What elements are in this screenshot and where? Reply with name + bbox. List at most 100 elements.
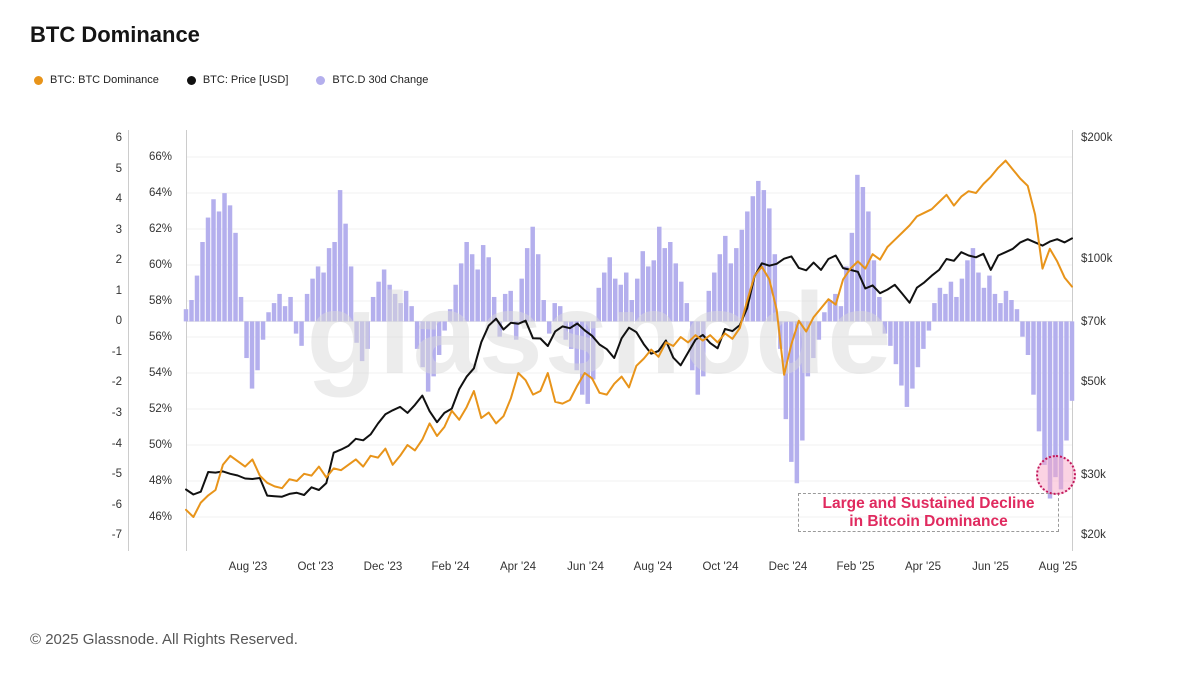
price-axis-tick: $50k (1081, 376, 1106, 388)
change-bar (299, 321, 304, 346)
dominance-axis-tick: 54% (148, 367, 172, 379)
change-bar (227, 205, 233, 322)
change-bar (866, 211, 871, 322)
legend-item-1[interactable]: BTC: Price [USD] (186, 74, 289, 86)
x-axis-tick: Jun '24 (567, 561, 604, 573)
change-bar (805, 321, 811, 377)
x-axis-tick: Feb '25 (836, 561, 875, 573)
price-axis-tick: $30k (1081, 469, 1106, 481)
change-bar (965, 260, 970, 322)
change-bar (381, 269, 387, 322)
x-axis-tick: Apr '25 (904, 561, 942, 573)
change-axis-tick: -5 (111, 468, 122, 481)
change-bar (756, 180, 761, 322)
change-bar (745, 211, 750, 322)
change-bar (315, 266, 321, 322)
change-bar (205, 217, 211, 322)
change-bar (442, 321, 447, 331)
change-bar (376, 281, 381, 322)
change-bar (959, 278, 965, 322)
x-axis-tick: Aug '25 (1038, 561, 1078, 573)
change-bar (1020, 321, 1025, 337)
change-axis-tick: -1 (111, 345, 122, 358)
annotation-callout-box (798, 493, 1059, 532)
change-bar (679, 281, 684, 322)
change-bar (772, 254, 778, 322)
change-bar (216, 211, 222, 322)
change-bar (222, 193, 227, 322)
change-bar (849, 232, 855, 322)
change-bar (354, 321, 359, 343)
change-bar (343, 223, 348, 322)
change-axis-tick: 5 (115, 162, 122, 175)
legend-label: BTC: Price [USD] (202, 74, 289, 86)
change-bar (244, 321, 249, 359)
x-axis-tick: Feb '24 (431, 561, 470, 573)
annotation-line1: Large and Sustained Decline (822, 495, 1035, 512)
legend-item-2[interactable]: BTC.D 30d Change (316, 74, 428, 86)
btc-btc-dominance-line (185, 159, 1073, 518)
change-bar (431, 321, 436, 377)
dominance-axis-tick: 58% (148, 295, 172, 307)
change-bar (932, 303, 937, 322)
change-bar (326, 248, 332, 322)
change-bar (888, 321, 893, 346)
change-bar (557, 306, 563, 322)
change-bar (194, 275, 200, 322)
change-bar (288, 296, 293, 322)
x-axis-tick: Apr '24 (499, 561, 537, 573)
legend-dot-icon (316, 75, 326, 85)
change-bar (255, 321, 260, 371)
change-bar (816, 321, 822, 340)
change-bar (926, 321, 932, 331)
change-bar (651, 260, 657, 322)
x-axis-tick: Aug '23 (228, 561, 268, 573)
change-bar (552, 303, 557, 322)
change-bar (1047, 321, 1053, 499)
change-axis-tick: -3 (111, 407, 122, 420)
change-bar (723, 235, 728, 322)
dominance-axis-tick: 52% (148, 403, 172, 415)
change-bar (568, 321, 574, 349)
change-bar (871, 260, 877, 322)
annotation-line2: in Bitcoin Dominance (849, 513, 1008, 530)
x-axis-tick: Oct '24 (702, 561, 739, 573)
change-bar (513, 321, 519, 340)
change-axis-tick: -7 (111, 529, 122, 542)
change-bar (673, 263, 679, 322)
change-bar (624, 272, 629, 322)
change-bar (458, 263, 464, 322)
change-bar (943, 293, 948, 322)
change-bar (579, 321, 585, 395)
price-axis-tick: $200k (1081, 132, 1113, 144)
change-bar (811, 321, 816, 359)
change-bar (618, 284, 623, 322)
change-bar (271, 303, 277, 322)
change-bar (502, 293, 508, 322)
change-axis-tick: 1 (115, 284, 122, 297)
change-bar (260, 321, 266, 340)
dominance-axis-tick: 56% (148, 331, 172, 343)
change-bar (822, 312, 827, 322)
change-bar (695, 321, 701, 395)
change-bar (436, 321, 442, 355)
change-bar (519, 278, 524, 322)
change-bar (1042, 321, 1047, 465)
legend: BTC: BTC Dominance BTC: Price [USD] BTC.D … (34, 74, 428, 86)
change-bar (392, 293, 398, 322)
dominance-axis-tick: 48% (148, 475, 172, 487)
change-bar (640, 251, 646, 322)
price-axis-tick: $70k (1081, 316, 1106, 328)
change-bar (1058, 321, 1064, 490)
legend-dot-icon (186, 75, 196, 85)
change-bar (524, 248, 530, 322)
copyright-footer: © 2025 Glassnode. All Rights Reserved. (30, 631, 298, 648)
change-bar (310, 278, 315, 322)
change-bar (998, 303, 1003, 322)
change-axis-tick: 0 (115, 315, 122, 328)
change-bar (480, 245, 486, 322)
legend-item-0[interactable]: BTC: BTC Dominance (34, 74, 159, 86)
change-bar (646, 266, 651, 322)
change-bar (398, 303, 403, 322)
change-bar (447, 309, 453, 322)
